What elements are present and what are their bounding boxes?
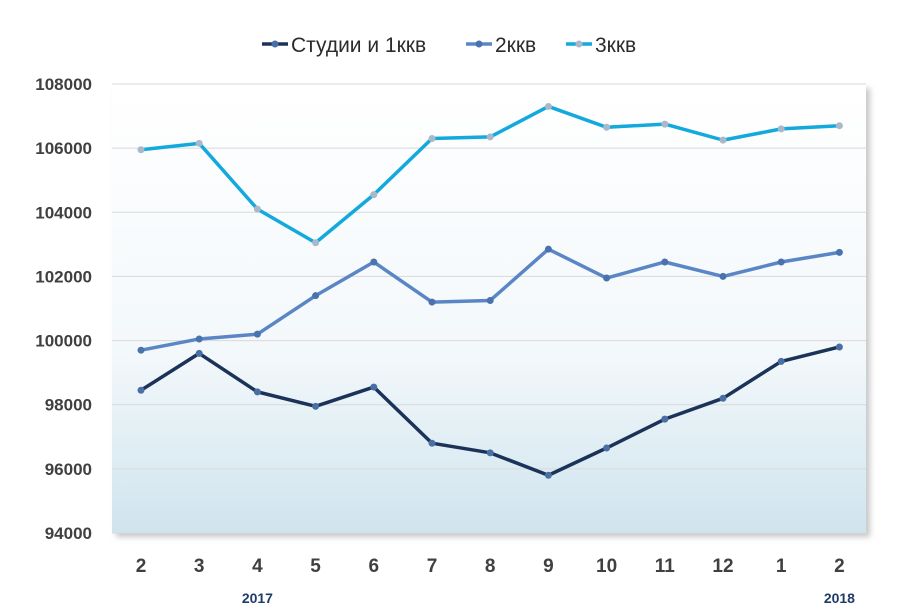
x-axis-ticks: 2 3 4 5 6 7 8 9 10 11 12 1 2: [136, 556, 845, 577]
legend-label: 3ккв: [595, 34, 636, 57]
data-point: [312, 239, 320, 247]
y-tick-label: 96000: [45, 460, 92, 479]
data-point: [719, 272, 727, 280]
data-point: [603, 444, 611, 452]
data-point: [195, 139, 203, 147]
data-point: [137, 346, 145, 354]
year-label: 2018: [824, 590, 855, 606]
y-tick-label: 100000: [35, 332, 92, 351]
x-tick-label: 7: [427, 556, 438, 577]
series: [137, 343, 843, 479]
data-point: [137, 386, 145, 394]
x-tick-label: 1: [776, 556, 787, 577]
data-point: [835, 122, 843, 130]
data-point: [428, 135, 436, 143]
x-tick-label: 2: [136, 556, 147, 577]
x-tick-label: 4: [252, 556, 263, 577]
data-point: [486, 449, 494, 457]
data-point: [603, 274, 611, 282]
data-point: [428, 439, 436, 447]
gridlines: [112, 83, 866, 534]
data-point: [835, 248, 843, 256]
legend-marker: [575, 40, 583, 48]
data-point: [137, 146, 145, 154]
data-point: [312, 402, 320, 410]
legend-item: 2ккв: [466, 34, 536, 57]
data-point: [661, 120, 669, 128]
data-point: [719, 136, 727, 144]
y-axis-ticks: 94000 96000 98000 100000 102000 104000 106000 1…: [35, 75, 92, 543]
x-tick-label: 9: [543, 556, 554, 577]
data-point: [253, 205, 261, 213]
x-tick-label: 11: [655, 556, 676, 577]
data-point: [777, 357, 785, 365]
data-point: [544, 102, 552, 110]
x-tick-label: 2: [834, 556, 845, 577]
data-point: [370, 258, 378, 266]
year-label: 2017: [242, 590, 273, 606]
data-point: [777, 258, 785, 266]
x-tick-label: 10: [596, 556, 617, 577]
data-point: [370, 191, 378, 199]
y-tick-label: 104000: [35, 203, 92, 222]
data-point: [544, 471, 552, 479]
y-tick-label: 108000: [35, 75, 92, 94]
x-tick-label: 3: [194, 556, 205, 577]
series: [137, 102, 843, 247]
data-point: [195, 335, 203, 343]
data-point: [661, 415, 669, 423]
data-point: [719, 394, 727, 402]
y-tick-label: 94000: [45, 524, 92, 543]
data-point: [777, 125, 785, 133]
legend-label: 2ккв: [495, 34, 536, 57]
y-tick-label: 98000: [45, 396, 92, 415]
data-point: [370, 383, 378, 391]
series-layer: [137, 102, 843, 479]
data-point: [253, 330, 261, 338]
series: [137, 245, 843, 354]
y-tick-label: 102000: [35, 267, 92, 286]
legend-item: Студии и 1ккв: [262, 34, 426, 57]
data-point: [312, 292, 320, 300]
x-tick-label: 8: [485, 556, 496, 577]
year-labels: 2017 2018: [242, 590, 855, 606]
data-point: [253, 388, 261, 396]
data-point: [661, 258, 669, 266]
data-point: [835, 343, 843, 351]
legend-label: Студии и 1ккв: [291, 34, 426, 57]
data-point: [428, 298, 436, 306]
data-point: [603, 123, 611, 131]
data-point: [544, 245, 552, 253]
plot-area: [112, 84, 866, 533]
x-tick-label: 6: [369, 556, 380, 577]
legend-item: 3ккв: [566, 34, 636, 57]
y-tick-label: 106000: [35, 139, 92, 158]
x-tick-label: 5: [310, 556, 321, 577]
data-point: [486, 296, 494, 304]
legend-marker: [271, 40, 279, 48]
x-tick-label: 12: [712, 556, 733, 577]
data-point: [486, 133, 494, 141]
legend-marker: [475, 40, 483, 48]
legend: Студии и 1ккв 2ккв 3ккв: [262, 34, 636, 57]
data-point: [195, 349, 203, 357]
